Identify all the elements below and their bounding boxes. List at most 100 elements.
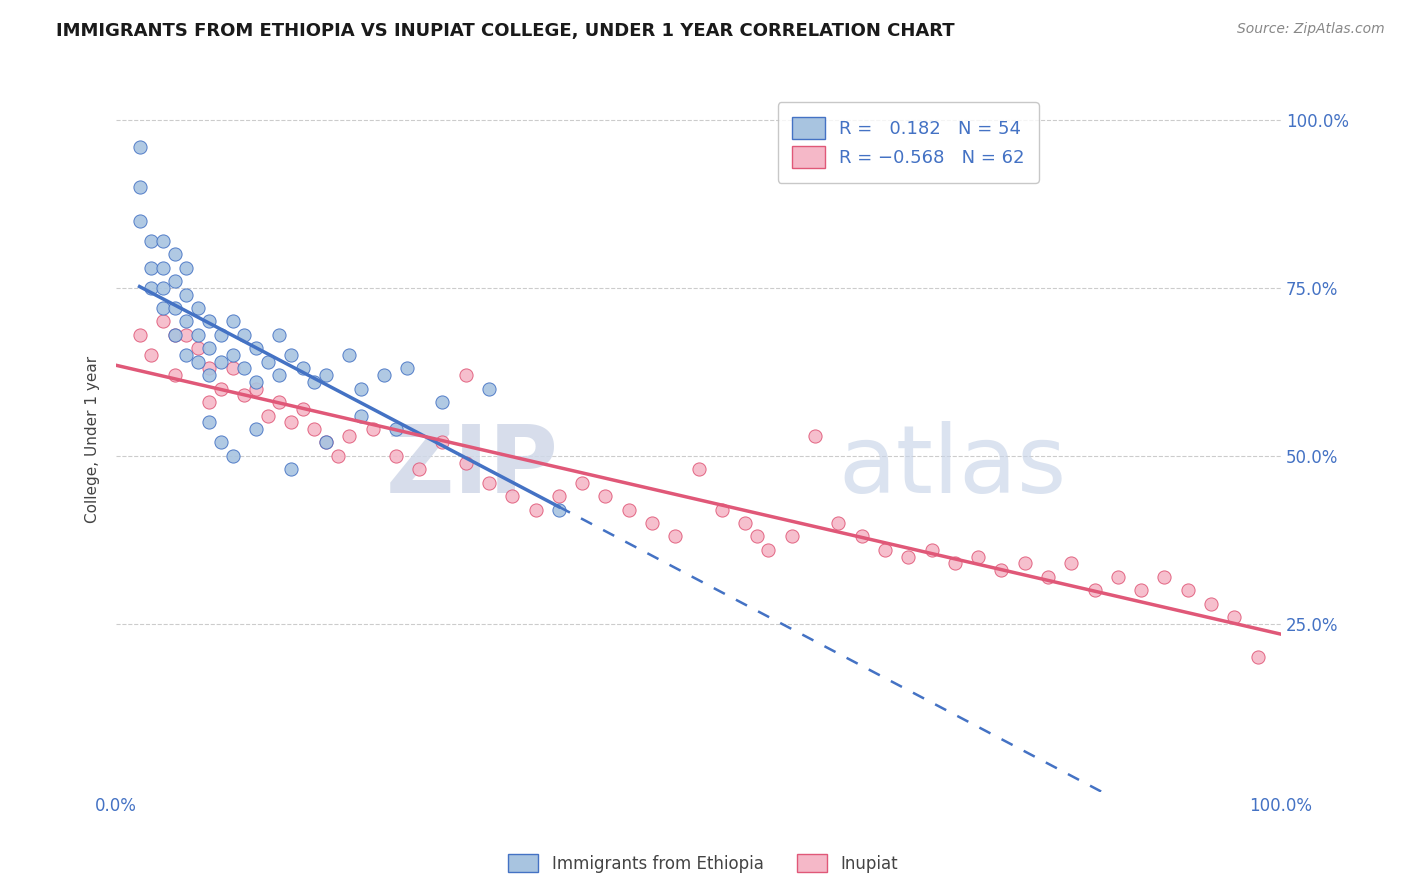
Point (163, 327, 186, 342)
Point (350, 382, 373, 396)
Point (350, 409, 373, 423)
Point (222, 314, 245, 328)
Point (478, 475, 501, 490)
Point (617, 502, 640, 516)
Point (304, 422, 326, 436)
Point (198, 342, 221, 356)
Point (454, 456, 477, 470)
Point (385, 422, 408, 436)
Text: ZIP: ZIP (387, 421, 558, 513)
Point (280, 415, 302, 429)
Point (141, 348, 163, 362)
Point (198, 314, 221, 328)
Point (198, 368, 221, 383)
Point (269, 395, 291, 409)
Point (209, 327, 232, 342)
Point (745, 529, 768, 543)
Point (269, 327, 291, 342)
Point (967, 549, 990, 564)
Point (780, 529, 803, 543)
Point (326, 449, 349, 463)
Point (432, 395, 454, 409)
Point (408, 462, 430, 476)
Point (1107, 570, 1129, 584)
Point (245, 382, 267, 396)
Point (524, 502, 547, 516)
Point (209, 435, 232, 450)
Point (209, 382, 232, 396)
Point (128, 213, 150, 227)
Point (851, 529, 873, 543)
Point (710, 502, 733, 516)
Point (245, 422, 267, 436)
Point (152, 301, 174, 315)
Point (163, 327, 186, 342)
Point (141, 260, 163, 275)
Point (943, 557, 966, 571)
Point (141, 281, 163, 295)
Point (174, 260, 197, 275)
Point (128, 327, 150, 342)
Point (595, 489, 617, 503)
Point (478, 382, 501, 396)
Point (174, 314, 197, 328)
Point (921, 542, 943, 557)
Legend: Immigrants from Ethiopia, Inupiat: Immigrants from Ethiopia, Inupiat (502, 847, 904, 880)
Point (373, 368, 395, 383)
Point (256, 355, 278, 369)
Point (187, 342, 209, 356)
Point (128, 140, 150, 154)
Point (897, 549, 920, 564)
Point (245, 342, 267, 356)
Point (1223, 610, 1246, 624)
Point (280, 462, 302, 476)
Point (222, 361, 245, 376)
Point (315, 435, 337, 450)
Point (280, 348, 302, 362)
Point (1084, 583, 1107, 598)
Point (152, 314, 174, 328)
Point (873, 542, 896, 557)
Point (454, 368, 477, 383)
Point (1199, 597, 1222, 611)
Point (198, 415, 221, 429)
Y-axis label: College, Under 1 year: College, Under 1 year (86, 356, 100, 523)
Text: IMMIGRANTS FROM ETHIOPIA VS INUPIAT COLLEGE, UNDER 1 YEAR CORRELATION CHART: IMMIGRANTS FROM ETHIOPIA VS INUPIAT COLL… (56, 22, 955, 40)
Point (222, 348, 245, 362)
Point (174, 287, 197, 301)
Point (1153, 570, 1175, 584)
Point (245, 375, 267, 389)
Point (315, 435, 337, 450)
Point (1060, 557, 1083, 571)
Text: atlas: atlas (838, 421, 1067, 513)
Point (664, 529, 686, 543)
Point (385, 449, 408, 463)
Point (256, 409, 278, 423)
Point (1246, 650, 1268, 665)
Point (291, 361, 314, 376)
Point (128, 180, 150, 194)
Point (163, 301, 186, 315)
Point (1014, 557, 1036, 571)
Point (187, 301, 209, 315)
Point (222, 449, 245, 463)
Point (233, 327, 256, 342)
Point (304, 375, 326, 389)
Point (141, 234, 163, 248)
Point (152, 234, 174, 248)
Point (571, 475, 593, 490)
Point (198, 395, 221, 409)
Point (1036, 570, 1059, 584)
Point (163, 247, 186, 261)
Point (174, 348, 197, 362)
Point (990, 563, 1012, 577)
Point (734, 516, 756, 530)
Point (187, 327, 209, 342)
Point (233, 361, 256, 376)
Point (396, 361, 419, 376)
Point (758, 542, 780, 557)
Point (152, 260, 174, 275)
Point (641, 516, 664, 530)
Legend: R =   0.182   N = 54, R = −0.568   N = 62: R = 0.182 N = 54, R = −0.568 N = 62 (778, 103, 1039, 183)
Point (163, 274, 186, 288)
